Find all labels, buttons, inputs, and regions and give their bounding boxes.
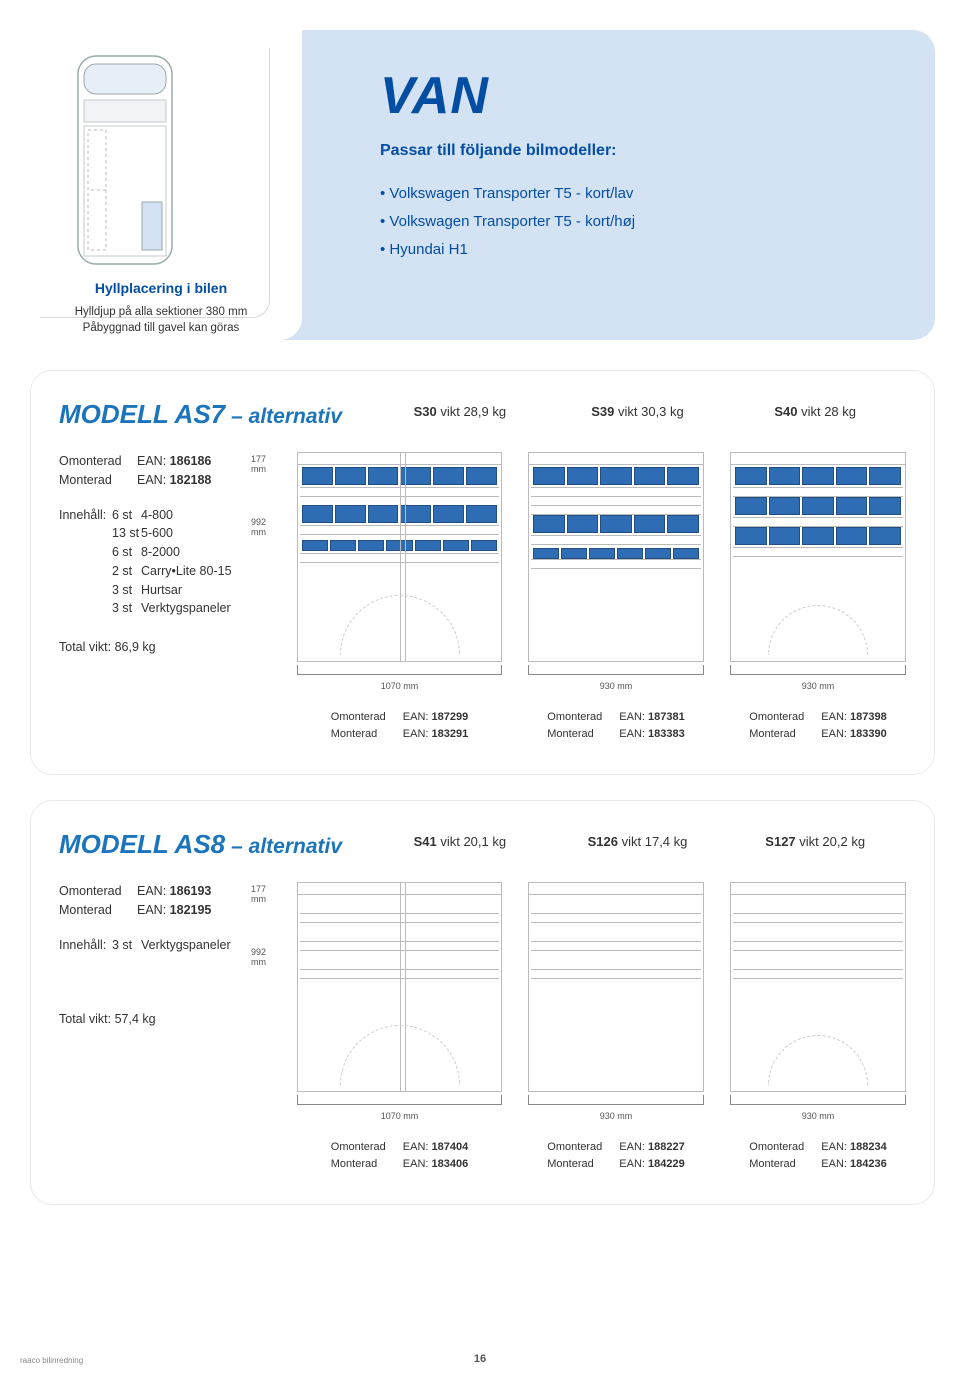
vehicle-model-item: Hyundai H1 bbox=[380, 241, 468, 258]
ean-value: 186186 bbox=[170, 454, 212, 468]
contents-item: Verktygspaneler bbox=[141, 936, 231, 955]
section-ean: OmonteradEAN: 187381 MonteradEAN: 183383 bbox=[547, 709, 684, 742]
width-dim: 930 mm bbox=[802, 1111, 835, 1121]
section-unit: 930 mm OmonteradEAN: 187398 MonteradEAN:… bbox=[730, 452, 906, 742]
contents-item: Carry•Lite 80-15 bbox=[141, 562, 232, 581]
section-label: S126 vikt 17,4 kg bbox=[549, 834, 727, 849]
section-unit: 1070 mm OmonteradEAN: 187299 MonteradEAN… bbox=[297, 452, 502, 742]
shelf-diagram-s30 bbox=[297, 452, 502, 662]
header-banner: Hyllplacering i bilen Hylldjup på alla s… bbox=[30, 30, 935, 340]
drawings-row: 177 mm 992 mm bbox=[257, 452, 906, 742]
width-dim: 1070 mm bbox=[381, 681, 419, 691]
model-card-as8: MODELL AS8 – alternativ S41 vikt 20,1 kg… bbox=[30, 800, 935, 1205]
section-label: S40 vikt 28 kg bbox=[726, 404, 904, 419]
contents-label: Innehåll: bbox=[59, 936, 112, 955]
ean-label: Monterad bbox=[59, 471, 137, 490]
contents-item: 8-2000 bbox=[141, 543, 180, 562]
section-label: S127 vikt 20,2 kg bbox=[726, 834, 904, 849]
banner-title: VAN bbox=[380, 66, 489, 126]
width-dim: 1070 mm bbox=[381, 1111, 419, 1121]
section-unit: 930 mm OmonteradEAN: 188234 MonteradEAN:… bbox=[730, 882, 906, 1172]
section-unit: 1070 mm OmonteradEAN: 187404 MonteradEAN… bbox=[297, 882, 502, 1172]
ean-label: Monterad bbox=[59, 901, 137, 920]
section-label: S41 vikt 20,1 kg bbox=[371, 834, 549, 849]
contents-label: Innehåll: bbox=[59, 506, 112, 525]
shelf-diagram-s40 bbox=[730, 452, 906, 662]
vehicle-model-item: Volkswagen Transporter T5 - kort/lav bbox=[380, 185, 633, 202]
total-weight: Total vikt: 57,4 kg bbox=[59, 1010, 257, 1029]
model-name: MODELL AS7 bbox=[59, 399, 225, 430]
contents-item: 5-600 bbox=[141, 524, 173, 543]
section-ean: OmonteradEAN: 188234 MonteradEAN: 184236 bbox=[749, 1139, 886, 1172]
vehicle-model-list: Volkswagen Transporter T5 - kort/lav Vol… bbox=[380, 180, 635, 263]
section-labels-row: S41 vikt 20,1 kg S126 vikt 17,4 kg S127 … bbox=[371, 834, 904, 849]
model-suffix: – alternativ bbox=[231, 405, 342, 429]
placement-title: Hyllplacering i bilen bbox=[46, 280, 276, 296]
contents-list: Innehåll:6 st4-800 13 st5-600 6 st8-2000… bbox=[59, 506, 257, 619]
contents-list: Innehåll:3 stVerktygspaneler bbox=[59, 936, 257, 955]
model-card-as7: MODELL AS7 – alternativ S30 vikt 28,9 kg… bbox=[30, 370, 935, 775]
width-dim: 930 mm bbox=[802, 681, 835, 691]
footer-brand: raaco bilinredning bbox=[20, 1356, 83, 1365]
contents-item: 4-800 bbox=[141, 506, 173, 525]
model-suffix: – alternativ bbox=[231, 835, 342, 859]
van-diagram-panel: Hyllplacering i bilen Hylldjup på alla s… bbox=[30, 30, 302, 340]
total-weight: Total vikt: 86,9 kg bbox=[59, 638, 257, 657]
width-dim: 930 mm bbox=[600, 681, 633, 691]
section-ean: OmonteradEAN: 188227 MonteradEAN: 184229 bbox=[547, 1139, 684, 1172]
section-ean: OmonteradEAN: 187404 MonteradEAN: 183406 bbox=[331, 1139, 468, 1172]
ean-value: 186193 bbox=[170, 884, 212, 898]
model-specs: OmonteradEAN: 186186 MonteradEAN: 182188… bbox=[59, 452, 257, 742]
ean-label: Omonterad bbox=[59, 452, 137, 471]
ean-value: 182195 bbox=[170, 903, 212, 917]
vehicle-model-item: Volkswagen Transporter T5 - kort/høj bbox=[380, 213, 635, 230]
shelf-diagram-s126 bbox=[528, 882, 704, 1092]
ean-value: 182188 bbox=[170, 473, 212, 487]
section-unit: 930 mm OmonteradEAN: 188227 MonteradEAN:… bbox=[528, 882, 704, 1172]
shelf-diagram-s41 bbox=[297, 882, 502, 1092]
shelf-diagram-s127 bbox=[730, 882, 906, 1092]
placement-line2: Påbyggnad till gavel kan göras bbox=[83, 322, 240, 334]
section-label: S30 vikt 28,9 kg bbox=[371, 404, 549, 419]
width-dim: 930 mm bbox=[600, 1111, 633, 1121]
section-ean: OmonteradEAN: 187299 MonteradEAN: 183291 bbox=[331, 709, 468, 742]
contents-item: Verktygspaneler bbox=[141, 599, 231, 618]
placement-line1: Hylldjup på alla sektioner 380 mm bbox=[75, 306, 248, 318]
ean-label: Omonterad bbox=[59, 882, 137, 901]
section-unit: 930 mm OmonteradEAN: 187381 MonteradEAN:… bbox=[528, 452, 704, 742]
page-number: 16 bbox=[0, 1353, 960, 1365]
shelf-diagram-s39 bbox=[528, 452, 704, 662]
model-name: MODELL AS8 bbox=[59, 829, 225, 860]
section-ean: OmonteradEAN: 187398 MonteradEAN: 183390 bbox=[749, 709, 886, 742]
contents-item: Hurtsar bbox=[141, 581, 182, 600]
placement-details: Hylldjup på alla sektioner 380 mm Påbygg… bbox=[46, 305, 276, 336]
van-top-view-diagram bbox=[70, 52, 180, 275]
model-specs: OmonteradEAN: 186193 MonteradEAN: 182195… bbox=[59, 882, 257, 1172]
drawings-row: 177 mm 992 mm 1070 mm bbox=[257, 882, 906, 1172]
banner-subtitle: Passar till följande bilmodeller: bbox=[380, 142, 617, 160]
section-label: S39 vikt 30,3 kg bbox=[549, 404, 727, 419]
catalogue-page: Hyllplacering i bilen Hylldjup på alla s… bbox=[0, 0, 960, 1379]
section-labels-row: S30 vikt 28,9 kg S39 vikt 30,3 kg S40 vi… bbox=[371, 404, 904, 419]
